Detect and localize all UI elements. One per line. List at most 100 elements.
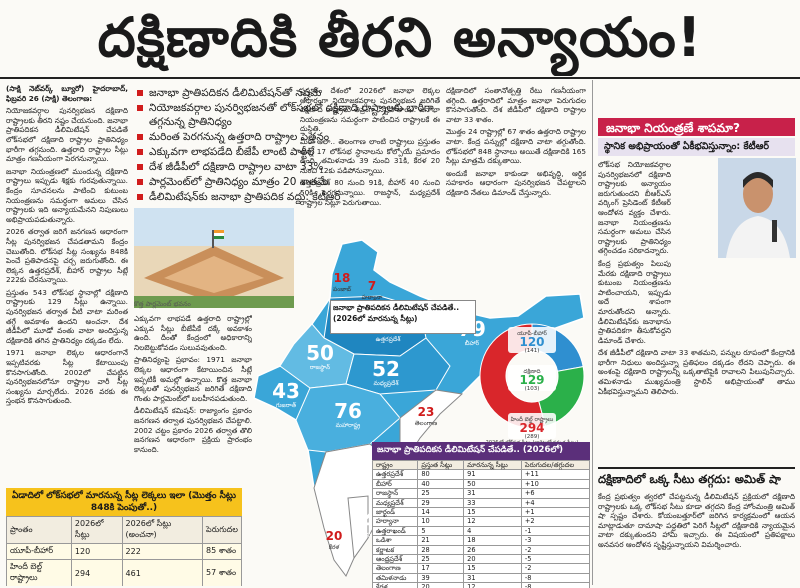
paragraph: మొత్తం 24 రాష్ట్రాల్లో 67 శాతం ఉత్తరాది … <box>446 127 586 166</box>
table-cell: 10 <box>417 516 465 527</box>
table-cell: 20 <box>463 554 522 565</box>
paragraph: ప్రాతినిధ్యంపై ప్రభావం: 1971 జనాభా లెక్క… <box>134 355 252 403</box>
header-cell: పెరుగుదల/తగ్గుదల <box>520 459 590 471</box>
table-cell: 14 <box>417 507 465 518</box>
header-cell: 2026లో సీట్లు <box>70 516 123 544</box>
table-cell: 25 <box>417 488 465 499</box>
paragraph: 1971 జనాభా లెక్కల ఆధారంగానే ఇప్పటివరకు స… <box>6 348 128 406</box>
table-cell: ఒడిశా <box>372 535 419 546</box>
flagpole <box>212 230 214 248</box>
paragraph: ఉత్తరప్రదేశ్ 80 నుంచి 91కి, బీహార్ 40 ను… <box>300 178 440 207</box>
header-row: ప్రాంతం 2026లో సీట్లు 2026లో సీట్లు (అంచనా… <box>6 516 242 544</box>
bullet: నియోజకవర్గాల పునర్విభజనతో లోక్‌సభలో దక్ష… <box>136 101 436 129</box>
sidebar-title-text: జనాభా నియంత్రణే శాపమా? <box>598 118 795 136</box>
state-name: కేరళ <box>329 544 341 551</box>
sidebar-text: లోక్‌సభ నియోజకవర్గాల పునర్విభజనలో దక్షిణ… <box>598 160 795 462</box>
table-cell: 461 <box>121 559 204 586</box>
table-row: యూపీ-బీహార్ 120 222 85 శాతం <box>6 543 242 560</box>
table-row: ఒడిశా 21 18 -3 <box>372 535 590 546</box>
table-cell: 15 <box>463 507 522 518</box>
donut-current: (289) <box>525 434 540 440</box>
table-cell: 294 <box>70 559 123 586</box>
state-name: తెలంగాణ <box>415 420 437 427</box>
table-cell: 20 <box>417 582 465 588</box>
table-cell: హర్యానా <box>372 516 419 527</box>
table-cell: -2 <box>520 563 590 574</box>
table-cell: తమిళనాడు <box>372 572 419 584</box>
table-cell: కేరళ <box>372 582 419 588</box>
sidebar-subtitle-text: స్థానిక అభిప్రాయంతో ఏకీభవిస్తున్నాం: కేట… <box>598 138 795 156</box>
state-name: మహారాష్ట్ర <box>336 422 361 430</box>
table-cell: +6 <box>520 488 590 499</box>
table-cell: -3 <box>520 535 590 546</box>
table-cell: 25 <box>417 554 465 565</box>
photo-caption: కొత్త పార్లమెంట్ భవనం <box>134 300 191 308</box>
sidebar-title: జనాభా నియంత్రణే శాపమా? <box>598 118 795 136</box>
paragraph: డీలిమిటేషన్ కమిషన్: రాజ్యాంగం ప్రకారం జన… <box>134 406 252 454</box>
map-region-south <box>347 495 369 560</box>
dateline: (సాక్షి నెట్‌వర్క్ బ్యూరో) హైదరాబాద్, ఫి… <box>6 84 128 103</box>
bullet: పార్లమెంట్‌లో ప్రాతినిధ్యం మాత్రం 20 శాత… <box>136 175 436 189</box>
table-cell: ఉత్తరాఖండ్ <box>372 525 419 537</box>
paragraph: జనాభా నియంత్రణలో ముందున్న దక్షిణాది రాష్… <box>6 166 128 224</box>
table-cell: 80 <box>417 469 465 480</box>
donut-chart: యూపీ-బీహార్120(141) దక్షిణాది129(103) హింద… <box>479 323 585 446</box>
bullet: మరింత పెరగనున్న ఉత్తరాది రాష్ట్రాల పెత్త… <box>136 130 436 144</box>
state-seats: 7 <box>368 279 376 293</box>
state-seats: 43 <box>272 379 300 403</box>
donut-label-bg <box>508 413 556 439</box>
table-cell: రాజస్థాన్ <box>372 488 419 499</box>
state-seats: 41 <box>328 469 356 493</box>
state-seats: 18 <box>334 271 351 285</box>
flag <box>214 230 224 233</box>
rule <box>0 77 800 79</box>
table-cell: +1 <box>520 507 590 518</box>
state-seats: 20 <box>326 529 343 543</box>
table-row: రాజస్థాన్ 25 31 +6 <box>372 488 590 499</box>
table-cell: బీహార్ <box>372 478 419 490</box>
table-cell: 40 <box>417 478 465 490</box>
header-cell: ప్రాంతం <box>6 516 72 544</box>
table-cell: ఆంధ్రప్రదేశ్ <box>372 554 419 565</box>
paragraph: అందుకే జనాభా కాకుండా అభివృద్ధి, ఆర్థిక స… <box>446 168 586 197</box>
table-cell: 91 <box>463 469 522 480</box>
table-row: కర్ణాటక 28 26 -2 <box>372 544 590 556</box>
state-name: కర్ణాటక <box>334 492 351 500</box>
donut-current: (103) <box>525 386 540 392</box>
paragraph: ప్రస్తుతం 543 లోక్‌సభ స్థానాల్లో దక్షిణా… <box>6 287 128 345</box>
table-row: తమిళనాడు 39 31 -8 <box>372 572 590 584</box>
headline: దక్షిణాదికి తీరని అన్యాయం! <box>97 6 703 69</box>
table-cell: తెలంగాణ <box>372 563 419 574</box>
header-cell: మారనున్న సీట్లు <box>463 459 522 471</box>
donut-label-bg <box>508 365 556 391</box>
state-name: గుజరాత్ <box>276 401 297 409</box>
table-cell: +11 <box>520 469 590 480</box>
mic <box>772 220 777 242</box>
bullet-list: జనాభా ప్రాతిపదికన డీలిమిటేషన్‌తో నష్టమే న… <box>136 86 436 206</box>
table-row: ఆంధ్రప్రదేశ్ 25 20 -5 <box>372 554 590 565</box>
header-cell: ప్రస్తుత సీట్లు <box>417 459 465 471</box>
header-row: రాష్ట్రం ప్రస్తుత సీట్లు మారనున్న సీట్లు పె… <box>372 459 590 471</box>
paragraph: దక్షిణాదిలో సంతానోత్పత్తి రేటు గణనీయంగా … <box>446 86 586 124</box>
table-row: హర్యానా 10 12 +2 <box>372 516 590 527</box>
paragraph: ఎక్కువగా లాభపడే ఉత్తరాది రాష్ట్రాల్లో ఎక… <box>134 314 252 352</box>
table-cell: హిందీ బెల్ట్ రాష్ట్రాలు <box>6 559 72 586</box>
table-row: జార్ఖండ్ 14 15 +1 <box>372 507 590 518</box>
table-cell: 26 <box>463 544 522 556</box>
growth-table: ఏడాదిలో లోక్‌సభలో మారనున్న సీట్ల లెక్కలు… <box>6 488 242 586</box>
table-cell: 17 <box>417 563 465 574</box>
hair <box>743 172 773 188</box>
state-seats: 52 <box>372 357 400 381</box>
amit-shah-text: కేంద్ర ప్రభుత్వం త్వరలో చేపట్టనున్న డీలి… <box>598 492 795 586</box>
bullet: ఎక్కువగా లాభపడేది బీజేపీ లాంటి పార్టీలే <box>136 145 436 159</box>
paragraph: నియోజకవర్గాల పునర్విభజన దక్షిణాది రాష్ట్… <box>6 106 128 164</box>
table-row: ఉత్తరాఖండ్ 5 4 -1 <box>372 525 590 537</box>
table-cell: +2 <box>520 516 590 527</box>
table-cell: 31 <box>463 572 522 584</box>
table-cell: +4 <box>520 497 590 509</box>
map-caption: జనాభా ప్రాతిపదికన డీలిమిటేషన్ చేపడితే.. … <box>330 300 476 334</box>
flag <box>214 233 224 236</box>
table-cell: 120 <box>70 543 123 560</box>
lead-column: (సాక్షి నెట్‌వర్క్ బ్యూరో) హైదరాబాద్, ఫి… <box>6 84 128 479</box>
donut-value: 294 <box>519 421 544 435</box>
